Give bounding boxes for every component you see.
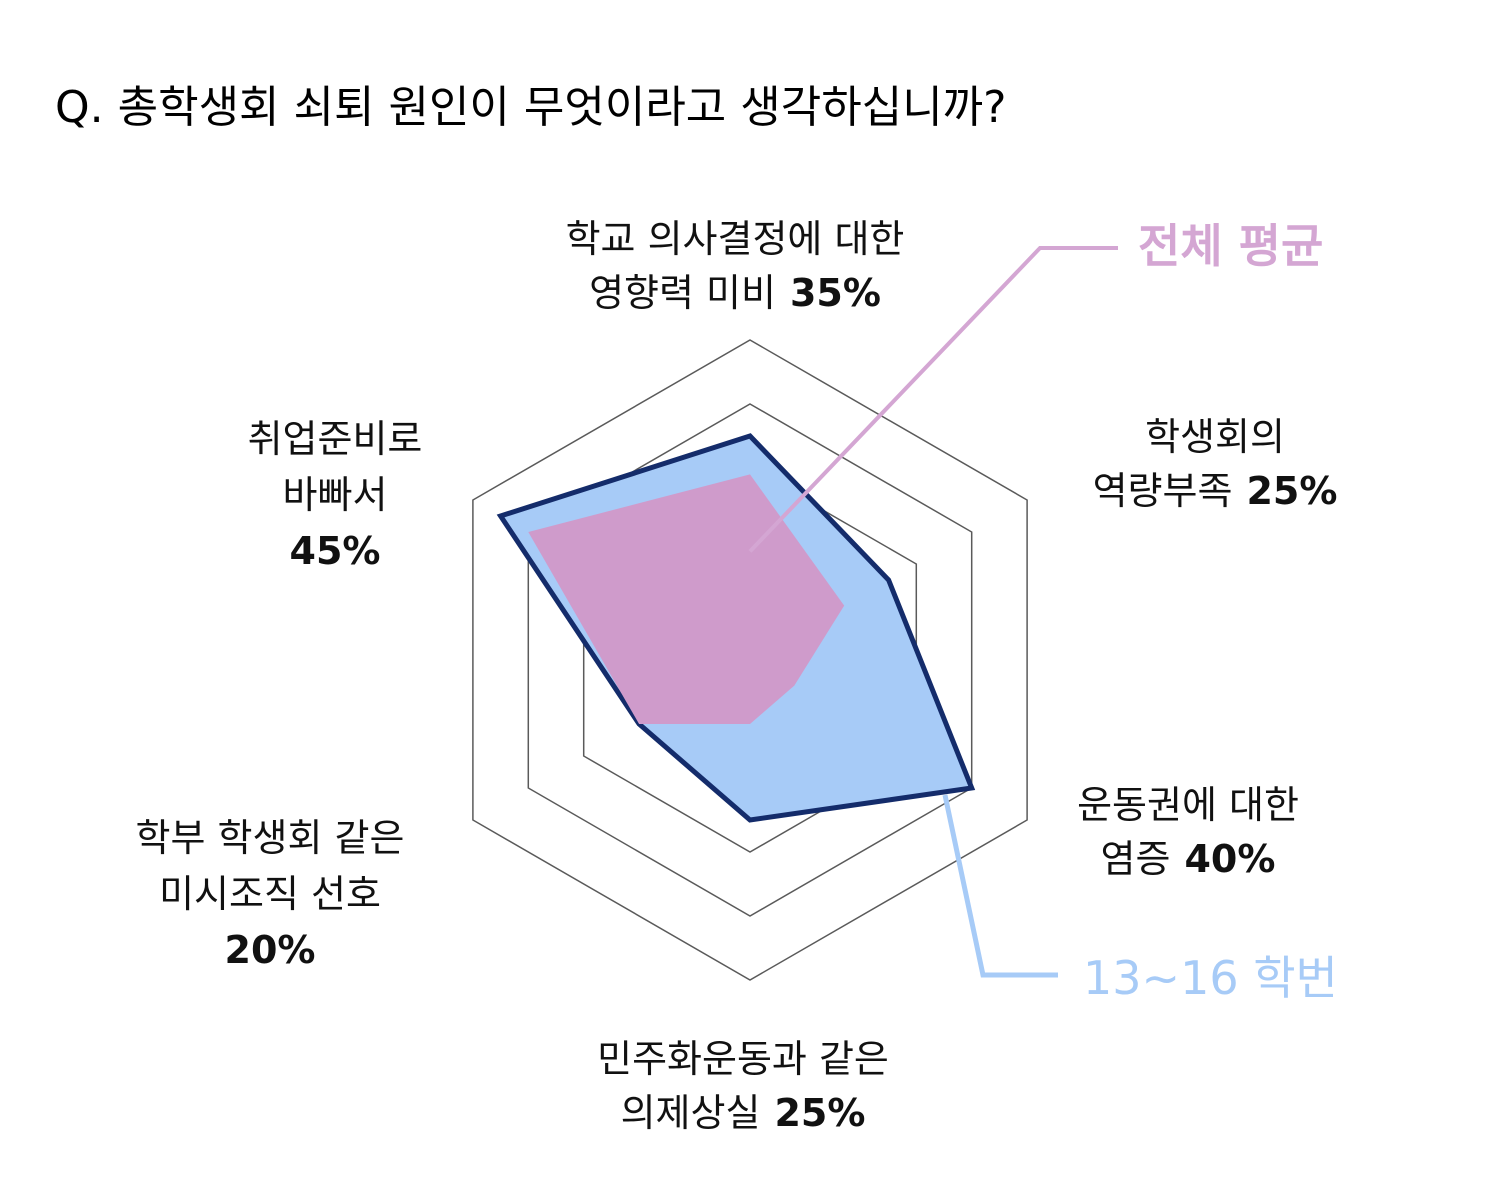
axis-label-line: 취업준비로 [248,417,423,461]
leader-line-13-16 [942,794,1058,978]
legend-label-overall-average: 전체 평균 [1138,219,1323,273]
axis-label-line: 영향력 미비 [589,271,776,315]
axis-label-line: 학생회의 [1145,415,1285,459]
axis-label-line: 미시조직 선호 [159,872,381,916]
axis-value-label: 25% [774,1091,865,1135]
axis-value-label: 35% [790,271,881,315]
chart-title: Q. 총학생회 쇠퇴 원인이 무엇이라고 생각하십니까? [55,82,1007,133]
legend-label-13-16: 13~16 학번 [1083,951,1338,1005]
axis-value-label: 45% [290,529,381,573]
axis-value-label: 40% [1184,837,1275,881]
legend-leaders [748,246,1118,978]
leader-line-overall-average [748,246,1118,553]
axis-label-line: 민주화운동과 같은 [597,1037,889,1081]
axis-label-line: 바빠서 [283,473,388,517]
axis-label-line: 염증 [1101,837,1171,881]
axis-label-line: 운동권에 대한 [1077,783,1299,827]
axis-label-line: 역량부족 [1093,469,1233,513]
axis-label-line: 학부 학생회 같은 [136,816,405,860]
axis-label-line: 학교 의사결정에 대한 [566,217,905,261]
axis-value-label: 25% [1246,469,1337,513]
axis-label-line: 의제상실 [621,1091,761,1135]
grid-ring [472,339,1028,981]
axis-value-label: 20% [225,928,316,972]
